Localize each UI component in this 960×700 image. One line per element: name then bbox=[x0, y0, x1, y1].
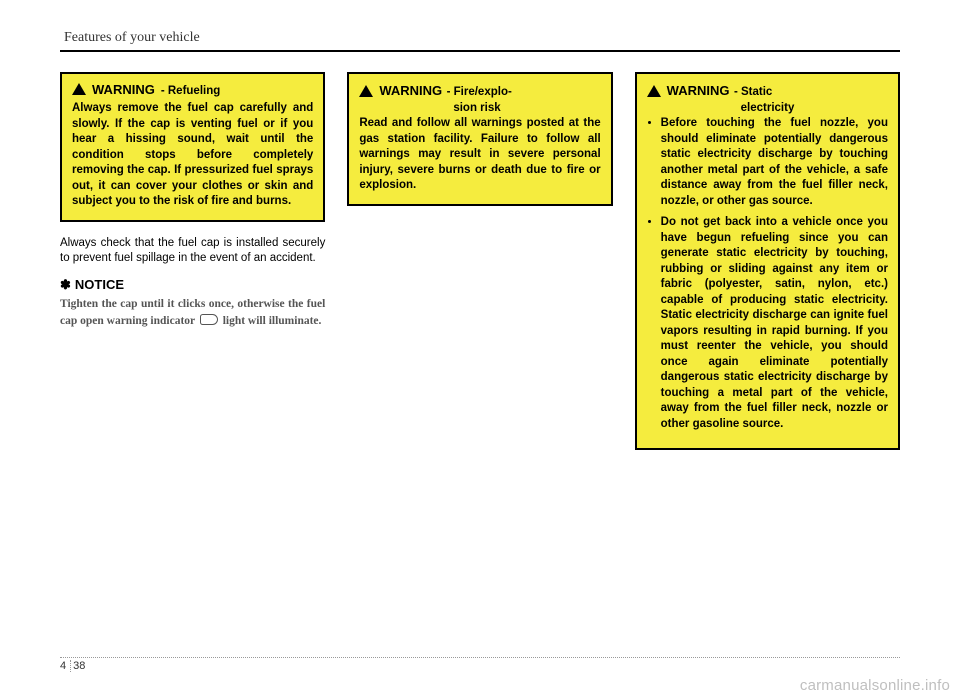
content-columns: WARNING - Refueling Always remove the fu… bbox=[60, 72, 900, 464]
notice-text-after: light will illuminate. bbox=[220, 315, 322, 327]
page-number: 438 bbox=[60, 660, 900, 672]
warning-subtitle-line1: - Static bbox=[734, 86, 772, 98]
warning-box-refueling: WARNING - Refueling Always remove the fu… bbox=[60, 72, 325, 222]
footer-dotted-rule bbox=[60, 657, 900, 658]
warning-bullet-1: Before touching the fuel nozzle, you sho… bbox=[661, 116, 888, 209]
page-footer: 438 bbox=[60, 657, 900, 672]
warning-box-fire: WARNING - Fire/explo- sion risk Read and… bbox=[347, 72, 612, 206]
column-3: WARNING - Static electricity Before touc… bbox=[635, 72, 900, 464]
warning-bullet-list: Before touching the fuel nozzle, you sho… bbox=[647, 116, 888, 432]
warning-body: Always remove the fuel cap carefully and… bbox=[72, 101, 313, 210]
page-number-value: 38 bbox=[73, 660, 85, 672]
warning-triangle-icon bbox=[72, 83, 86, 95]
warning-header: WARNING - Refueling bbox=[72, 82, 313, 97]
notice-star-icon: ✽ bbox=[60, 277, 71, 292]
fuel-cap-icon bbox=[200, 314, 218, 325]
warning-triangle-icon bbox=[359, 85, 373, 97]
notice-body: Tighten the cap until it clicks once, ot… bbox=[60, 297, 325, 329]
page-header: Features of your vehicle bbox=[60, 30, 900, 52]
warning-label: WARNING bbox=[92, 82, 155, 97]
watermark-text: carmanualsonline.info bbox=[800, 677, 950, 694]
column-2: WARNING - Fire/explo- sion risk Read and… bbox=[347, 72, 612, 464]
warning-subtitle-line1: - Fire/explo- bbox=[447, 86, 512, 98]
warning-subtitle-line2: sion risk bbox=[379, 101, 511, 117]
warning-subtitle: - Refueling bbox=[161, 85, 220, 97]
notice-label: NOTICE bbox=[75, 277, 124, 292]
warning-triangle-icon bbox=[647, 85, 661, 97]
warning-label: WARNING bbox=[379, 83, 442, 98]
notice-header: ✽ NOTICE bbox=[60, 277, 325, 293]
manual-page: Features of your vehicle WARNING - Refue… bbox=[0, 0, 960, 700]
header-rule bbox=[60, 50, 900, 52]
column-1: WARNING - Refueling Always remove the fu… bbox=[60, 72, 325, 464]
chapter-number: 4 bbox=[60, 660, 71, 672]
section-title: Features of your vehicle bbox=[64, 30, 900, 46]
warning-box-static: WARNING - Static electricity Before touc… bbox=[635, 72, 900, 450]
warning-subtitle-line2: electricity bbox=[667, 101, 795, 117]
warning-header: WARNING - Static electricity bbox=[647, 82, 888, 116]
warning-bullet-2: Do not get back into a vehicle once you … bbox=[661, 215, 888, 432]
body-paragraph: Always check that the fuel cap is instal… bbox=[60, 236, 325, 266]
warning-body: Before touching the fuel nozzle, you sho… bbox=[647, 116, 888, 432]
warning-label: WARNING bbox=[667, 83, 730, 98]
warning-body: Read and follow all warnings posted at t… bbox=[359, 116, 600, 194]
warning-header: WARNING - Fire/explo- sion risk bbox=[359, 82, 600, 116]
